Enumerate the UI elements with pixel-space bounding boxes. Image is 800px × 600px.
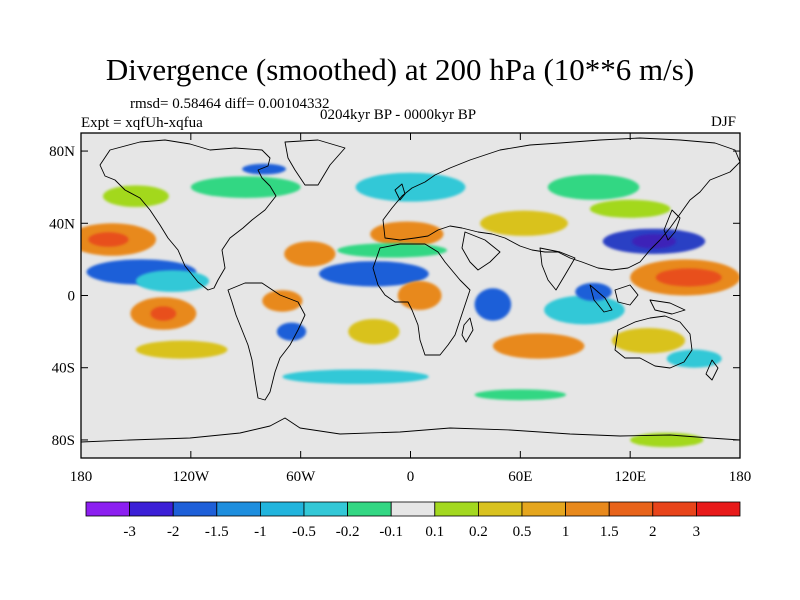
field-s-america-orange [262, 290, 303, 312]
coast-new-guinea [649, 299, 686, 315]
field-n-pacific-red [88, 232, 129, 247]
y-tick-label: 80N [49, 144, 75, 160]
coast-australia [614, 315, 693, 369]
field-asia-yellow [480, 210, 568, 236]
y-tick-label: 80S [52, 433, 75, 449]
colorbar-swatch [608, 501, 654, 517]
colorbar-label: -0.1 [379, 524, 403, 540]
coast-south-america [227, 282, 306, 401]
y-tick-label: 0 [68, 289, 76, 305]
colorbar: -3 -2 -1.5 -1 -0.5 -0.2 -0.1 0.1 0.2 0.5 1 1.5 2 3 [85, 501, 741, 540]
coast-japan [663, 209, 681, 241]
colorbar-label: 2 [649, 524, 657, 540]
colorbar-label: -0.5 [292, 524, 316, 540]
coast-antarctica [81, 417, 740, 443]
colorbar-label: 3 [693, 524, 701, 540]
field-arctic-blue [242, 163, 287, 175]
field-n-africa-orange [370, 221, 444, 247]
coast-arabia [461, 231, 501, 271]
colorbar-label: -1.5 [205, 524, 229, 540]
colorbar-label: 1.5 [600, 524, 619, 540]
field-austral-cyan [666, 349, 722, 368]
x-tick-label: 60E [508, 469, 532, 485]
coast-new-zealand [705, 359, 719, 381]
field-s-indian-orange [492, 333, 585, 359]
colorbar-swatch [129, 501, 174, 517]
x-tick-label: 0 [407, 469, 415, 485]
colorbar-swatch [347, 501, 392, 517]
field-s-ocean-green [474, 389, 567, 401]
coast-eurasia [382, 137, 740, 271]
coast-north-america [99, 139, 277, 291]
field-e-africa-blue [474, 288, 512, 321]
coastlines [81, 137, 740, 443]
x-tick-label: 60W [286, 469, 316, 485]
coast-madagascar [461, 317, 474, 343]
field-w-atlantic-orange [284, 241, 336, 267]
field-s-atlantic-yellow [348, 318, 400, 345]
map-axes: 180 120W 60W 0 60E 120E 180 80N 40N 0 40S 80S [49, 133, 751, 485]
x-tick-label: 120W [172, 469, 210, 485]
colorbar-swatch [390, 501, 436, 517]
coast-africa [372, 243, 471, 356]
field-s-pacific-red [150, 306, 177, 321]
x-tick-label: 180 [729, 469, 752, 485]
colorbar-swatch [652, 501, 697, 517]
field-c-atlantic-green [337, 243, 448, 258]
field-indian-ocean-blue [544, 295, 625, 325]
field-s-america-blue [276, 322, 307, 341]
field-w-pacific-red [655, 268, 722, 287]
colorbar-label: -1 [254, 524, 267, 540]
coast-greenland [284, 139, 346, 186]
experiment-text: Expt = xqfUh-xqfua [81, 115, 203, 131]
field-siberia-yellow [589, 199, 671, 218]
colorbar-swatch [85, 501, 130, 517]
colorbar-swatch [172, 501, 218, 517]
colorbar-swatch [521, 501, 566, 517]
field-w-pacific-purple [631, 234, 676, 249]
coast-uk [394, 183, 406, 201]
coast-india [539, 247, 576, 291]
colorbar-label: -3 [123, 524, 136, 540]
colorbar-label: 0.1 [425, 524, 444, 540]
colorbar-swatch [216, 501, 261, 517]
colorbar-swatch [434, 501, 479, 517]
period-text: 0204kyr BP - 0000kyr BP [320, 107, 477, 123]
colorbar-label: 0.2 [469, 524, 488, 540]
colorbar-swatch [565, 501, 610, 517]
colorbar-label: -0.2 [336, 524, 360, 540]
x-tick-label: 120E [614, 469, 646, 485]
colorbar-swatch [259, 501, 305, 517]
field-s-pacific-yellow [135, 340, 228, 359]
plot-title: Divergence (smoothed) at 200 hPa (10**6 … [105, 52, 695, 87]
colorbar-label: -2 [167, 524, 180, 540]
colorbar-swatch [477, 501, 523, 517]
field-s-ocean-cyan [282, 369, 429, 384]
y-tick-label: 40N [49, 216, 75, 232]
stats-text: rmsd= 0.58464 diff= 0.00104332 [130, 96, 330, 112]
field-trop-pacific-cyan [135, 270, 210, 292]
colorbar-label: 1 [562, 524, 570, 540]
field-austral-yellow [611, 328, 686, 354]
colorbar-swatch [303, 501, 348, 517]
field-siberia-green [547, 174, 640, 200]
colorbar-label: 0.5 [513, 524, 532, 540]
field-africa-orange [397, 281, 442, 310]
season-text: DJF [711, 114, 737, 130]
field-n-atlantic-green [355, 172, 466, 202]
coast-sumatra [589, 284, 613, 313]
x-tick-label: 180 [70, 469, 93, 485]
y-tick-label: 40S [52, 361, 75, 377]
coast-borneo [614, 284, 639, 306]
field-c-atlantic-blue [318, 261, 429, 287]
field-arctic-green [190, 176, 301, 199]
colorbar-swatch [696, 501, 741, 517]
